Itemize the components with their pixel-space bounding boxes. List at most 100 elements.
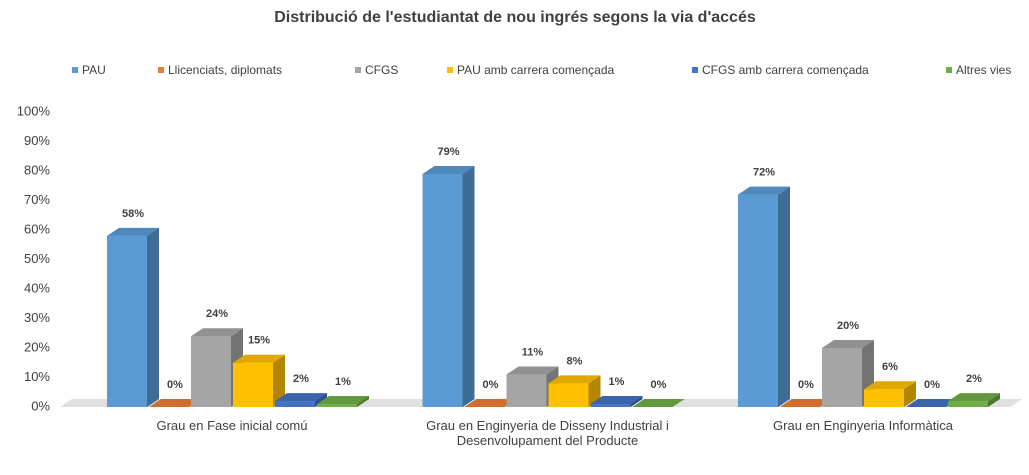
x-tick-label: Grau en Enginyeria Informàtica [773,418,953,433]
data-label: 0% [483,379,499,391]
legend-swatch [946,67,952,73]
bar-front [191,336,231,407]
legend-label: Altres vies [956,63,1011,77]
legend-label: Llicenciats, diplomats [168,63,282,77]
data-label: 1% [335,376,351,388]
bar-top [149,399,201,407]
bar-side [462,165,475,407]
bar-side-shade [588,375,601,407]
legend-swatch [72,67,78,73]
bar-top [233,354,285,363]
bar-top-shade [822,340,874,348]
bar-top-shade [149,399,201,407]
y-tick-label: 0% [31,398,50,413]
data-label: 15% [248,335,270,347]
y-tick-label: 90% [24,133,50,148]
bar-front [822,348,862,407]
bar-top-shade [906,399,958,407]
bar-top-shade [948,393,1000,402]
bar-top [191,328,243,337]
legend-swatch [355,67,361,73]
y-tick-label: 20% [24,339,50,354]
data-label: 20% [837,320,859,332]
data-label: 0% [651,379,667,391]
bar-top [317,396,369,405]
bar-top [590,396,643,405]
bar-side [988,393,1000,407]
bar-top-shade [780,399,832,407]
bar-side-shade [630,396,643,407]
bar-top-shade [233,354,285,363]
bar-front [590,404,631,407]
data-label: 11% [522,346,544,358]
bar-top [864,381,916,390]
data-label: 58% [122,208,144,220]
legend-swatch [158,67,164,73]
bar-front [107,235,147,407]
legend-swatch [692,67,698,73]
y-tick-label: 40% [24,280,50,295]
bar-top-shade [464,399,517,407]
bar-top-shade [317,396,369,405]
data-label: 24% [206,308,228,320]
bar-front [506,374,547,407]
bar-side-shade [778,186,790,407]
bar-front [548,383,589,407]
bar-side-shade [357,396,369,407]
bar-front [422,173,463,407]
bar-side [273,354,285,407]
bar-top-shade [590,396,643,405]
bar-front [738,194,778,407]
data-label: 6% [882,361,898,373]
bar-top [107,227,159,236]
bar-side [904,381,916,407]
data-label: 0% [167,379,183,391]
bar-top [422,165,475,174]
data-label: 79% [437,146,459,158]
bar-front [317,404,357,407]
x-tick-label: Grau en Enginyeria de Disseny Industrial… [426,418,669,448]
bar-top [780,399,832,407]
bar-side-shade [273,354,285,407]
bar-top-shade [864,381,916,390]
bar-side-shade [988,393,1000,407]
bar-top-shade [738,186,790,195]
y-tick-label: 70% [24,192,50,207]
bar-top-shade [506,366,559,375]
bar-side [147,227,159,407]
bar-top [906,399,958,407]
bar-top [464,399,517,407]
bar-side [630,396,643,407]
legend-label: CFGS amb carrera començada [702,63,869,77]
bar-side-shade [462,165,475,407]
bar-top-shade [191,328,243,337]
data-label: 2% [966,373,982,385]
y-tick-label: 30% [24,310,50,325]
y-tick-label: 50% [24,251,50,266]
bar-top-shade [275,393,327,402]
bar-side [357,396,369,407]
data-label: 2% [293,373,309,385]
data-label: 8% [567,355,583,367]
bar-top [548,375,601,384]
bar-side [778,186,790,407]
data-label: 0% [798,379,814,391]
bar-top-shade [548,375,601,384]
y-tick-label: 100% [17,103,51,118]
legend-label: CFGS [365,63,398,77]
legend-label: PAU amb carrera començada [457,63,615,77]
bar-top [738,186,790,195]
bar-top [506,366,559,375]
bar-top [632,399,685,407]
bar-top [822,340,874,348]
bar-side-shade [147,227,159,407]
y-tick-label: 60% [24,221,50,236]
bar-side [588,375,601,407]
bar-front [864,389,904,407]
bar-front [233,362,273,407]
y-tick-label: 10% [24,369,50,384]
y-tick-label: 80% [24,162,50,177]
bar-front [275,401,315,407]
